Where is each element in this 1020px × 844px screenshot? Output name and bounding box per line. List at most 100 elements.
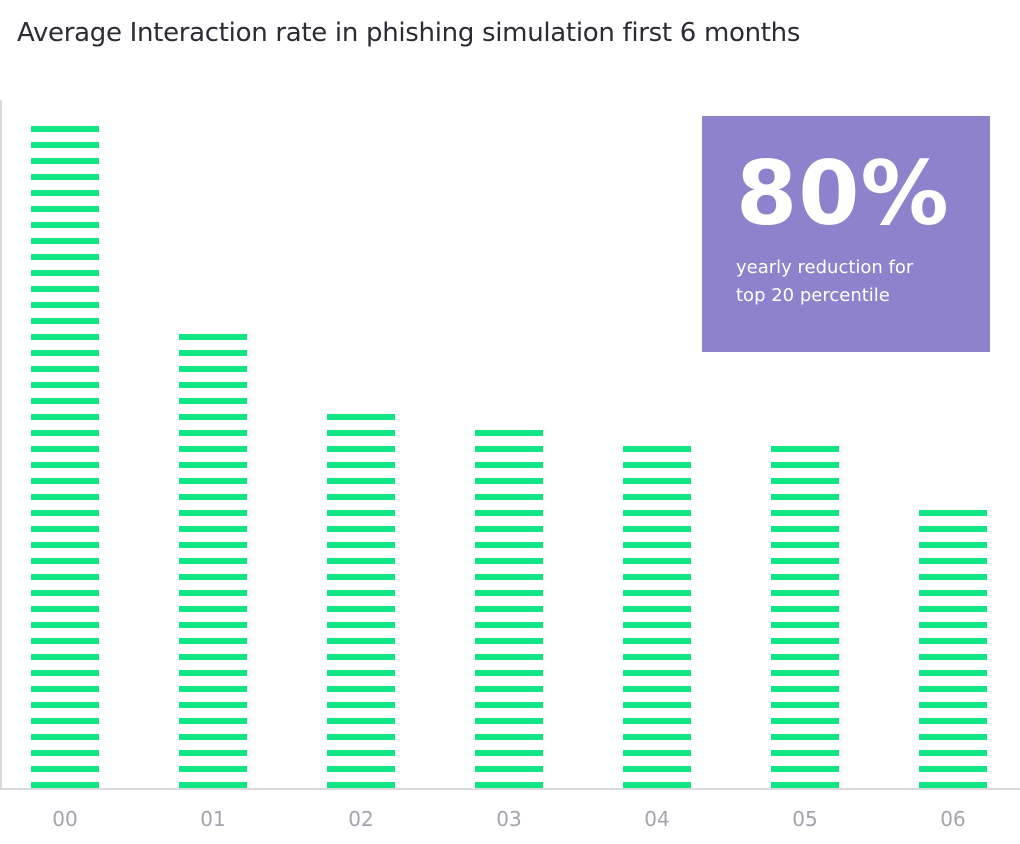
bar-02-stripe <box>327 686 395 692</box>
bar-02-stripe <box>327 542 395 548</box>
x-tick-label: 04 <box>644 807 669 831</box>
bar-04-stripe <box>623 606 691 612</box>
bar-02 <box>327 414 395 788</box>
bar-05-stripe <box>771 574 839 580</box>
bar-04-stripe <box>623 654 691 660</box>
bar-01-stripe <box>179 622 247 628</box>
bar-05 <box>771 446 839 788</box>
bar-04-stripe <box>623 702 691 708</box>
bar-06-stripe <box>919 718 987 724</box>
bar-04-stripe <box>623 446 691 452</box>
bar-01-stripe <box>179 782 247 788</box>
bar-01-stripe <box>179 462 247 468</box>
bar-06 <box>919 510 987 788</box>
bar-01-stripe <box>179 750 247 756</box>
bar-02-stripe <box>327 494 395 500</box>
bar-03-stripe <box>475 574 543 580</box>
bar-04-stripe <box>623 670 691 676</box>
bar-05-stripe <box>771 558 839 564</box>
bar-02-stripe <box>327 430 395 436</box>
bar-04-stripe <box>623 622 691 628</box>
bar-01-stripe <box>179 366 247 372</box>
bar-01-stripe <box>179 558 247 564</box>
bar-00-stripe <box>31 622 99 628</box>
bar-03-stripe <box>475 462 543 468</box>
bar-04-stripe <box>623 638 691 644</box>
bar-03-stripe <box>475 430 543 436</box>
bar-03-stripe <box>475 510 543 516</box>
bar-00-stripe <box>31 126 99 132</box>
bar-00-stripe <box>31 590 99 596</box>
bar-05-stripe <box>771 718 839 724</box>
bar-01-stripe <box>179 686 247 692</box>
bar-00-stripe <box>31 638 99 644</box>
bar-00-stripe <box>31 366 99 372</box>
bar-05-stripe <box>771 750 839 756</box>
bar-00-stripe <box>31 302 99 308</box>
bar-03-stripe <box>475 766 543 772</box>
bar-05-stripe <box>771 542 839 548</box>
bar-00-stripe <box>31 510 99 516</box>
bar-05-stripe <box>771 590 839 596</box>
bar-02-stripe <box>327 734 395 740</box>
bar-01-stripe <box>179 334 247 340</box>
bar-02-stripe <box>327 622 395 628</box>
bar-05-stripe <box>771 606 839 612</box>
bar-00-stripe <box>31 174 99 180</box>
bar-02-stripe <box>327 654 395 660</box>
bar-01-stripe <box>179 542 247 548</box>
bar-06-stripe <box>919 526 987 532</box>
bar-03-stripe <box>475 606 543 612</box>
bar-01-stripe <box>179 606 247 612</box>
bar-01-stripe <box>179 414 247 420</box>
bar-01-stripe <box>179 350 247 356</box>
bar-06-stripe <box>919 590 987 596</box>
x-tick-label: 03 <box>496 807 521 831</box>
bar-00-stripe <box>31 558 99 564</box>
bar-02-stripe <box>327 446 395 452</box>
bar-05-stripe <box>771 622 839 628</box>
bar-02-stripe <box>327 574 395 580</box>
bar-01 <box>179 334 247 788</box>
x-tick-labels: 00 01 02 03 04 05 06 <box>52 807 965 831</box>
bar-04-stripe <box>623 526 691 532</box>
bar-01-stripe <box>179 398 247 404</box>
bar-04-stripe <box>623 494 691 500</box>
bar-00-stripe <box>31 238 99 244</box>
bar-00-stripe <box>31 222 99 228</box>
bar-02-stripe <box>327 750 395 756</box>
bar-00-stripe <box>31 254 99 260</box>
bars-layer <box>31 126 987 788</box>
bar-03-stripe <box>475 750 543 756</box>
x-tick-label: 06 <box>940 807 965 831</box>
bar-00-stripe <box>31 478 99 484</box>
bar-04-stripe <box>623 766 691 772</box>
bar-00-stripe <box>31 782 99 788</box>
bar-05-stripe <box>771 686 839 692</box>
bar-01-stripe <box>179 766 247 772</box>
bar-06-stripe <box>919 782 987 788</box>
bar-06-stripe <box>919 766 987 772</box>
bar-04-stripe <box>623 686 691 692</box>
bar-00-stripe <box>31 750 99 756</box>
bar-02-stripe <box>327 414 395 420</box>
bar-05-stripe <box>771 462 839 468</box>
bar-00-stripe <box>31 446 99 452</box>
bar-02-stripe <box>327 462 395 468</box>
bar-00-stripe <box>31 318 99 324</box>
bar-01-stripe <box>179 446 247 452</box>
bar-01-stripe <box>179 590 247 596</box>
bar-01-stripe <box>179 510 247 516</box>
bar-00-stripe <box>31 606 99 612</box>
bar-05-stripe <box>771 510 839 516</box>
bar-01-stripe <box>179 526 247 532</box>
bar-05-stripe <box>771 478 839 484</box>
bar-00-stripe <box>31 190 99 196</box>
bar-00-stripe <box>31 382 99 388</box>
bar-03 <box>475 430 543 788</box>
bar-05-stripe <box>771 670 839 676</box>
bar-00-stripe <box>31 670 99 676</box>
bar-00-stripe <box>31 142 99 148</box>
bar-00-stripe <box>31 286 99 292</box>
